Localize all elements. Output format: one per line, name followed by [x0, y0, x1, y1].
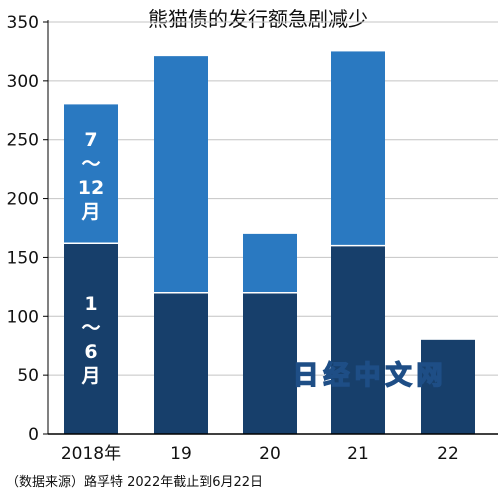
- x-axis-ticks: 2018年 19 20 21 22: [61, 444, 459, 464]
- y-tick-label-350: 350: [7, 13, 39, 33]
- y-tick-label-150: 150: [7, 248, 39, 268]
- bars: [64, 51, 475, 434]
- bar-0-series-0: [64, 243, 118, 434]
- bar-3-series-1: [331, 51, 385, 246]
- y-tick-label-250: 250: [7, 131, 39, 151]
- legend-label-1-6: 1 ～ 6 月: [80, 293, 100, 387]
- y-axis-ticks: 0 50 100 150 200 250 300 350: [7, 13, 48, 445]
- x-tick-label-4: 22: [437, 444, 459, 464]
- source-note: （数据来源）路孚特 2022年截止到6月22日: [6, 474, 263, 490]
- bar-0-series-1: [64, 104, 118, 244]
- legend-label-7-12-line1: 7: [84, 129, 97, 151]
- bar-3-series-0: [331, 245, 385, 434]
- bar-1-series-1: [154, 56, 208, 293]
- watermark-logo: 日经中文网: [292, 360, 447, 391]
- legend-label-7-12-line2: ～: [81, 153, 100, 175]
- x-tick-label-2: 20: [259, 444, 281, 464]
- x-tick-label-3: 21: [347, 444, 369, 464]
- y-tick-label-0: 0: [28, 425, 39, 445]
- chart-title: 熊猫债的发行额急剧减少: [148, 7, 368, 31]
- legend-label-7-12-line4: 月: [80, 201, 100, 223]
- bar-4-series-0: [421, 339, 475, 434]
- legend-label-7-12-line3: 12: [78, 177, 104, 199]
- y-tick-label-100: 100: [7, 307, 39, 327]
- y-tick-label-50: 50: [17, 366, 39, 386]
- legend-label-1-6-line3: 6: [84, 341, 97, 363]
- legend-label-1-6-line1: 1: [84, 293, 97, 315]
- bar-2-series-1: [243, 233, 297, 293]
- y-tick-label-200: 200: [7, 190, 39, 210]
- x-tick-label-1: 19: [170, 444, 192, 464]
- bar-2-series-0: [243, 292, 297, 434]
- y-tick-label-300: 300: [7, 72, 39, 92]
- legend-label-1-6-line4: 月: [80, 365, 100, 387]
- legend-label-1-6-line2: ～: [81, 317, 100, 339]
- bar-1-series-0: [154, 292, 208, 434]
- x-tick-label-0: 2018年: [61, 444, 121, 464]
- legend-label-7-12: 7 ～ 12 月: [78, 129, 104, 223]
